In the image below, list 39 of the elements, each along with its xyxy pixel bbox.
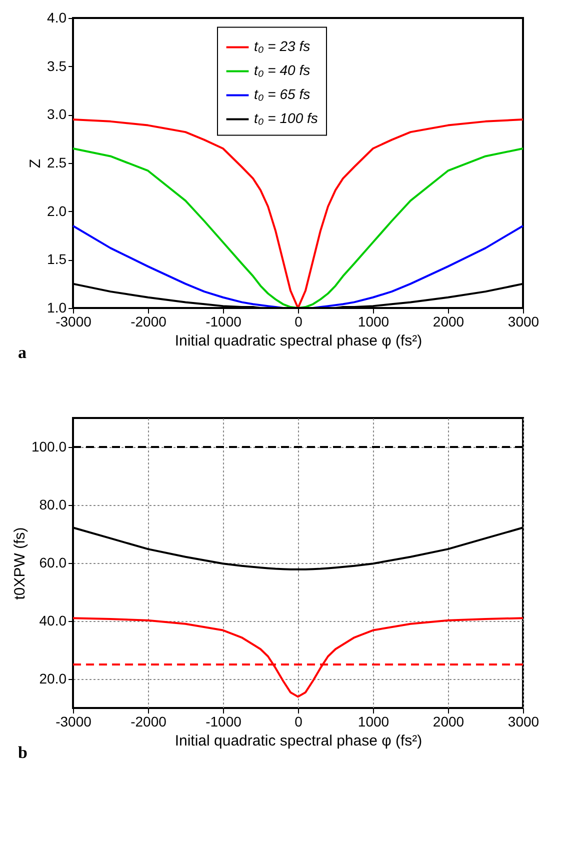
y-tick-label: 100.0: [31, 438, 67, 454]
y-tick-label: 60.0: [39, 554, 67, 570]
y-axis-title: t0XPW (fs): [11, 527, 28, 600]
y-tick-label: 2.5: [47, 154, 67, 170]
x-tick-label: 2000: [432, 314, 464, 330]
x-tick-label: 3000: [508, 714, 540, 730]
x-tick-label: 1000: [358, 714, 390, 730]
y-axis-title: Z: [27, 158, 44, 168]
y-tick-label: 80.0: [39, 496, 67, 512]
x-tick-label: -1000: [206, 714, 242, 730]
x-tick-label: 0: [294, 714, 303, 730]
legend-label: t₀ = 40 fs: [254, 62, 310, 78]
x-tick-label: -2000: [130, 314, 167, 330]
y-tick-label: 1.0: [47, 300, 67, 316]
x-tick-label: 2000: [432, 714, 464, 730]
x-tick-label: 3000: [508, 314, 540, 330]
y-tick-label: 4.0: [47, 10, 67, 26]
x-tick-label: -2000: [130, 714, 167, 730]
legend-label: t₀ = 100 fs: [254, 110, 318, 126]
legend-label: t₀ = 23 fs: [254, 38, 310, 54]
y-tick-label: 20.0: [39, 670, 67, 686]
legend-label: t₀ = 65 fs: [254, 86, 310, 102]
x-tick-label: 0: [294, 314, 303, 330]
x-tick-label: 1000: [358, 314, 390, 330]
x-tick-label: -3000: [56, 714, 92, 730]
line-series: [72, 224, 524, 309]
y-tick-label: 1.5: [47, 251, 67, 268]
line-series: [72, 148, 524, 309]
text: a: [18, 343, 27, 362]
x-tick-label: -1000: [206, 314, 242, 330]
x-axis-title: Initial quadratic spectral phase φ (fs²): [174, 332, 422, 350]
y-tick-label: 40.0: [39, 612, 67, 628]
line-series: [72, 617, 524, 698]
x-tick-label: -3000: [56, 314, 92, 330]
y-tick-label: 3.0: [47, 106, 67, 122]
y-tick-label: 3.5: [47, 58, 67, 74]
text: b: [18, 743, 28, 762]
x-axis-title: Initial quadratic spectral phase φ (fs²): [174, 732, 422, 750]
y-tick-label: 2.0: [47, 202, 67, 219]
